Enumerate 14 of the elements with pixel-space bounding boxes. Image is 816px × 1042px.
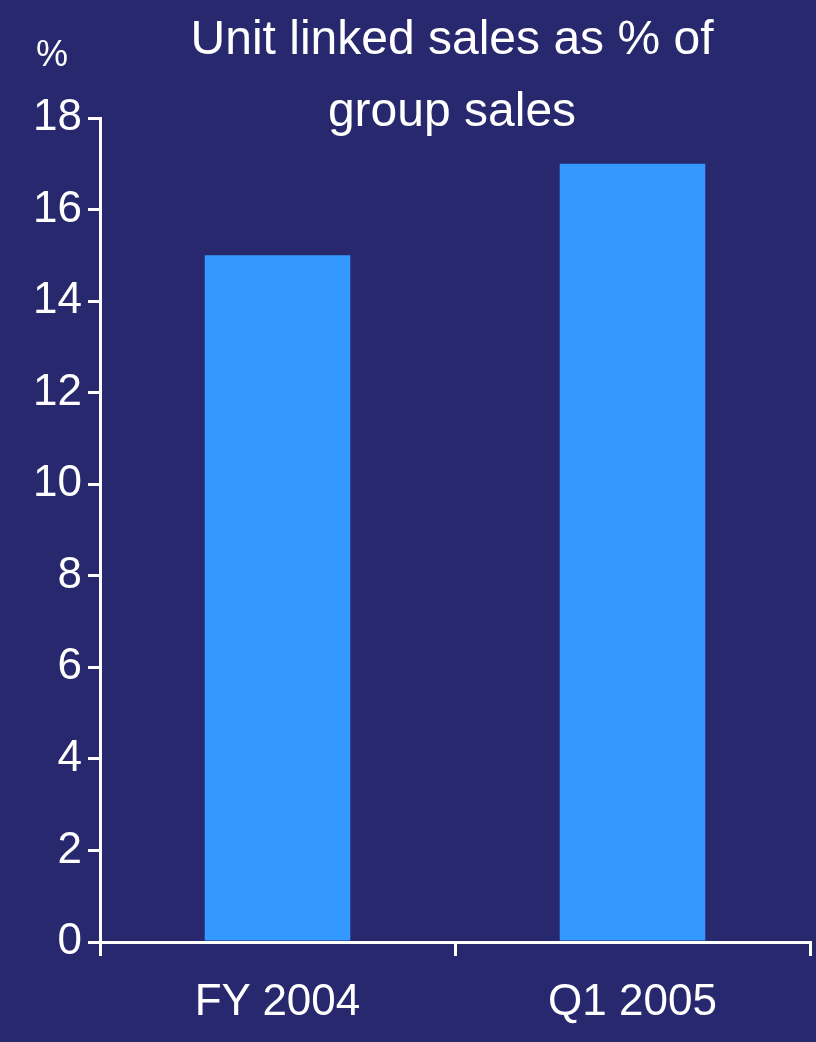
chart-title: Unit linked sales as % of group sales: [190, 11, 715, 136]
y-tick-label: 6: [57, 639, 82, 689]
y-tick-label: 2: [57, 822, 82, 872]
y-tick-label: 18: [33, 90, 82, 140]
y-tick-label: 4: [57, 731, 82, 781]
y-tick-label: 8: [57, 547, 82, 597]
x-tick-label: FY 2004: [194, 974, 361, 1024]
y-tick-label: 10: [33, 456, 82, 506]
y-axis-title: %: [35, 33, 69, 74]
y-tick-label: 16: [33, 181, 82, 231]
y-tick-label: 0: [57, 914, 82, 964]
y-tick-label: 12: [33, 364, 82, 414]
y-tick-label: 14: [33, 273, 82, 323]
x-tick-label: Q1 2005: [548, 974, 717, 1024]
